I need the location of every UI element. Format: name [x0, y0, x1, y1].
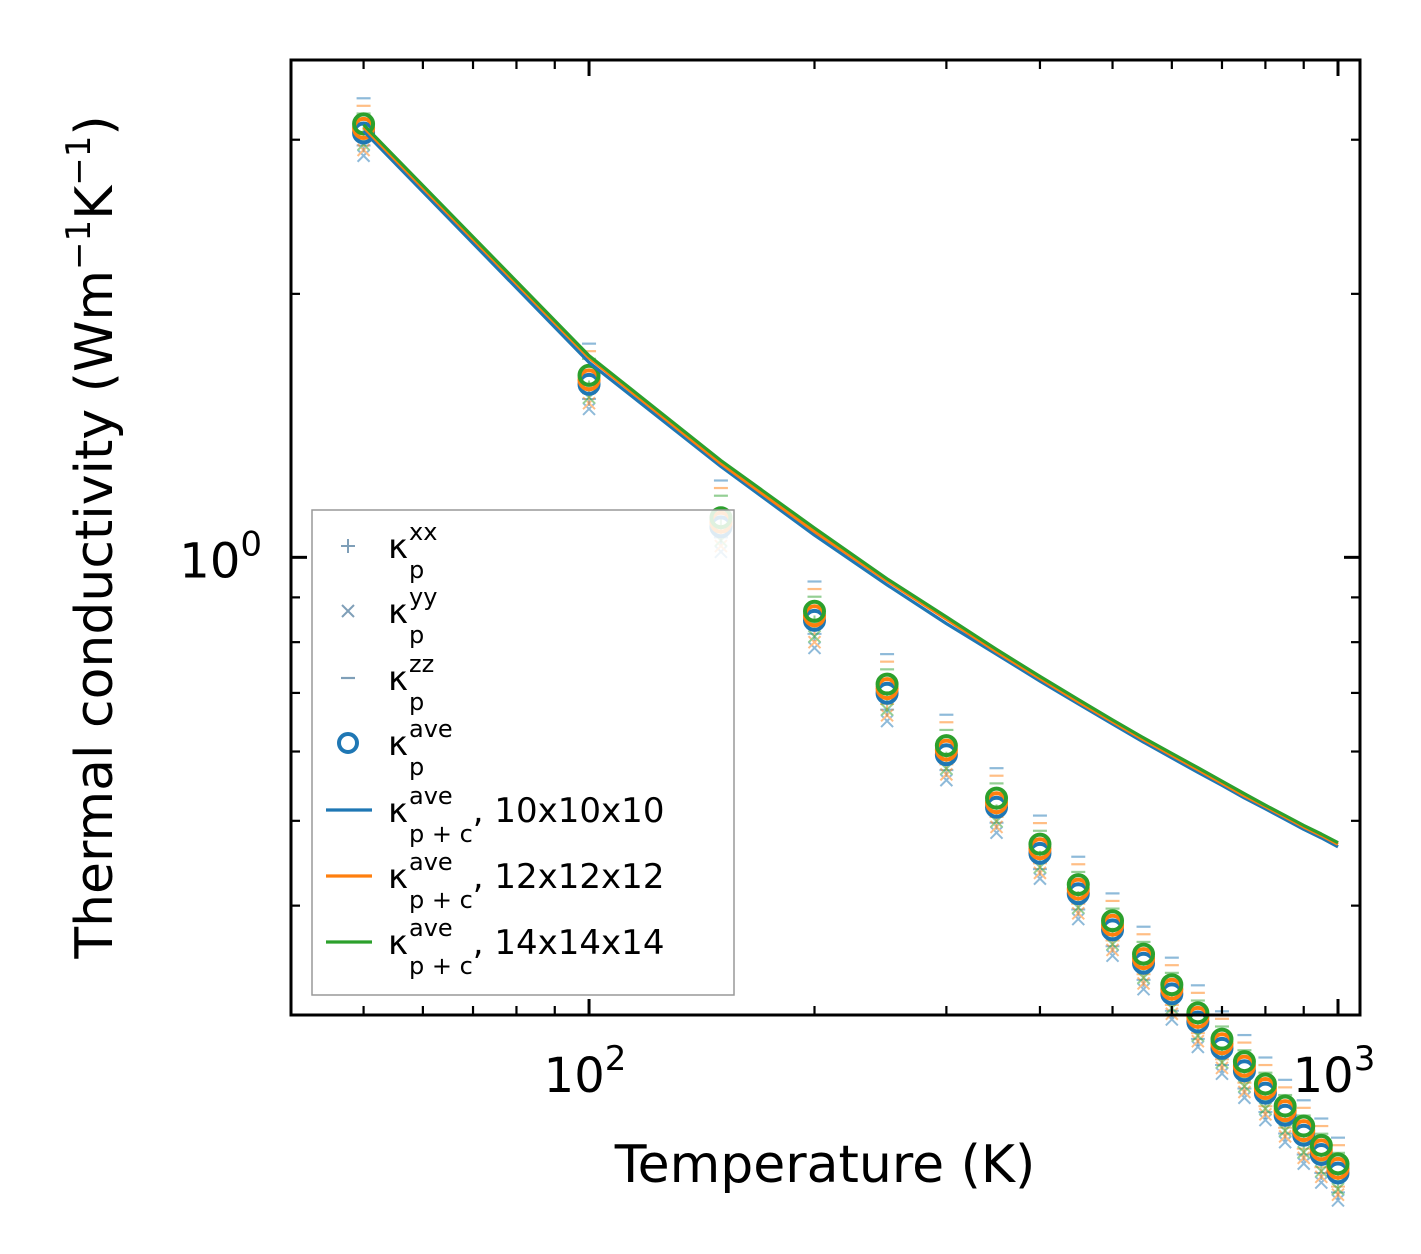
data-point-kave	[1292, 1114, 1316, 1138]
legend-marker-cross	[341, 604, 355, 618]
data-point-kave	[1101, 909, 1125, 933]
data-point-kyy	[1237, 1079, 1252, 1094]
plot-frame	[289, 58, 1362, 1017]
data-point-kave	[1066, 873, 1090, 897]
data-point-kyy	[1237, 1091, 1252, 1105]
data-point-kyy	[1071, 906, 1085, 921]
data-point-kave	[1132, 942, 1156, 966]
legend-label: κyy p	[388, 583, 437, 649]
legend-label: κzz p	[388, 650, 434, 716]
series-kave	[352, 112, 1350, 1185]
data-point-kave	[577, 363, 601, 387]
data-point-kyy	[880, 708, 894, 722]
data-point-kyy	[1237, 1085, 1252, 1099]
data-point-kave	[1160, 973, 1184, 997]
legend-item: κzz p	[341, 650, 434, 716]
data-point-kave	[1186, 1001, 1210, 1025]
data-point-kyy	[807, 629, 822, 644]
data-point-kyy	[1297, 1151, 1311, 1165]
data-point-kyy	[1191, 1040, 1205, 1054]
data-point-kyy	[1258, 1107, 1273, 1122]
legend-item: κave p	[337, 715, 453, 781]
x-tick-label: 102	[544, 1039, 627, 1104]
data-point-kave	[1028, 832, 1052, 856]
y-axis-label: Thermal conductivity (Wm−1K−1)	[59, 115, 125, 959]
data-point-kyy	[1331, 1193, 1345, 1208]
data-point-kyy	[807, 635, 822, 649]
legend-label: κave p + c, 10x10x10	[388, 782, 664, 848]
data-point-kave	[875, 672, 899, 696]
data-point-kyy	[1314, 1164, 1329, 1178]
data-point-kave	[1210, 1027, 1234, 1051]
legend-item: κxx p	[341, 518, 437, 584]
series-line10	[362, 129, 1339, 849]
x-axis-label: Temperature (K)	[614, 1135, 1036, 1195]
data-point-kyy	[880, 702, 894, 717]
data-point-kyy	[1136, 976, 1151, 991]
y-tick-labels: 100	[179, 524, 262, 589]
data-point-kyy	[1258, 1113, 1273, 1127]
data-point-kave	[1309, 1133, 1333, 1157]
data-point-kave	[1273, 1094, 1297, 1118]
data-point-kave	[802, 599, 826, 623]
data-point-kave	[1253, 1072, 1277, 1096]
data-point-kave	[1232, 1050, 1256, 1074]
legend-box	[311, 509, 735, 996]
data-point-kyy	[1314, 1175, 1329, 1190]
data-point-kyy	[989, 825, 1004, 840]
data-point-kyy	[939, 767, 954, 782]
legend-item: κyy p	[341, 583, 437, 649]
data-point-kyy	[1191, 1034, 1205, 1048]
data-point-kyy	[582, 396, 596, 410]
legend-label: κave p	[388, 715, 453, 781]
data-point-kyy	[989, 820, 1004, 834]
data-point-kyy	[1331, 1182, 1345, 1196]
legend-item: κave p + c, 14x14x14	[326, 914, 664, 980]
legend-label: κxx p	[388, 518, 437, 584]
data-point-kyy	[939, 773, 954, 787]
data-point-kyy	[1105, 943, 1120, 957]
data-point-kyy	[1215, 1061, 1229, 1075]
data-point-kyy	[1033, 871, 1047, 886]
data-point-kyy	[582, 402, 596, 416]
data-point-kyy	[356, 149, 371, 163]
data-point-kyy	[1314, 1170, 1329, 1184]
data-point-kyy	[1278, 1124, 1292, 1138]
y-tick-label: 100	[179, 524, 262, 589]
data-point-kyy	[356, 143, 371, 157]
legend-label: κave p + c, 14x14x14	[388, 914, 664, 980]
data-point-kave	[985, 786, 1009, 810]
data-point-kave	[934, 734, 958, 758]
data-point-kyy	[1215, 1066, 1229, 1081]
data-point-kyy	[1297, 1145, 1311, 1159]
data-point-kyy	[1297, 1156, 1311, 1171]
data-point-kyy	[1136, 982, 1151, 996]
data-point-kyy	[807, 641, 822, 655]
x-tick-label: 103	[1293, 1039, 1376, 1104]
legend-item: κave p + c, 10x10x10	[326, 782, 664, 848]
data-point-kyy	[1258, 1101, 1273, 1116]
x-tick-labels: 102 103	[544, 1039, 1376, 1104]
series-line14	[362, 123, 1339, 845]
legend-marker-circle	[337, 732, 359, 754]
data-point-kave	[352, 112, 376, 136]
data-point-kyy	[1278, 1135, 1292, 1149]
data-point-kyy	[1033, 866, 1047, 880]
data-point-kyy	[1105, 948, 1120, 963]
data-point-kyy	[880, 714, 894, 728]
data-point-kyy	[1071, 912, 1085, 926]
legend-label: κave p + c, 12x12x12	[388, 848, 664, 914]
data-point-kyy	[1331, 1187, 1345, 1202]
legend-marker-plus	[341, 539, 355, 553]
data-point-kave	[1326, 1152, 1350, 1176]
data-point-kyy	[1278, 1129, 1292, 1144]
legend-item: κave p + c, 12x12x12	[326, 848, 664, 914]
